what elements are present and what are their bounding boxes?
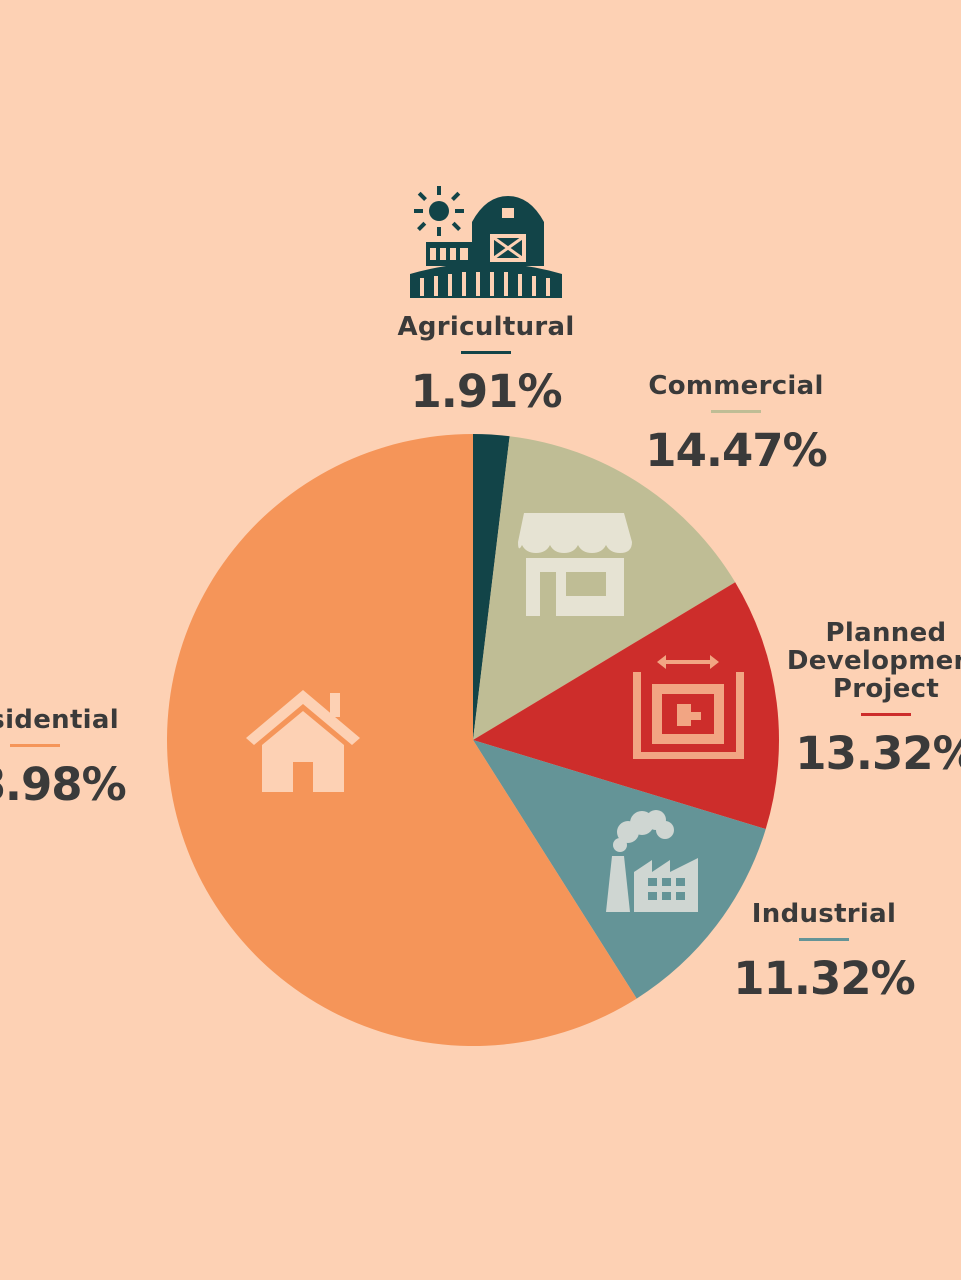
farm-barn-icon <box>410 186 562 298</box>
label-rule <box>10 744 60 747</box>
label-planned-development: Planned Development Project 13.32% <box>776 619 961 778</box>
storefront-icon <box>518 513 632 616</box>
label-name-line3: Project <box>832 674 940 704</box>
house-icon <box>246 690 360 792</box>
label-residential: Residential 58.98% <box>0 706 150 809</box>
label-name-line1: Planned <box>825 618 947 648</box>
label-name-line2: Development <box>786 646 961 676</box>
label-percent: 1.91% <box>410 365 562 418</box>
pie-slice-agricultural <box>473 434 510 740</box>
label-agricultural: Agricultural 1.91% <box>386 313 586 416</box>
pie-slice-residential <box>167 434 637 1046</box>
pie-slice-planned-development-project <box>473 582 780 830</box>
label-name: Residential <box>0 705 119 735</box>
label-commercial: Commercial 14.47% <box>636 372 836 475</box>
label-percent: 14.47% <box>645 424 827 477</box>
label-rule <box>461 351 511 354</box>
label-name: Industrial <box>751 899 897 929</box>
factory-icon <box>606 810 698 912</box>
label-percent: 11.32% <box>733 952 915 1005</box>
label-rule <box>861 713 911 716</box>
label-name: Commercial <box>648 371 824 401</box>
blueprint-icon <box>633 655 744 759</box>
label-rule <box>799 938 849 941</box>
label-percent: 13.32% <box>795 727 961 780</box>
label-industrial: Industrial 11.32% <box>724 900 924 1003</box>
label-rule <box>711 410 761 413</box>
label-percent: 58.98% <box>0 758 127 811</box>
pie-slices <box>167 434 780 1046</box>
label-name: Agricultural <box>397 312 575 342</box>
